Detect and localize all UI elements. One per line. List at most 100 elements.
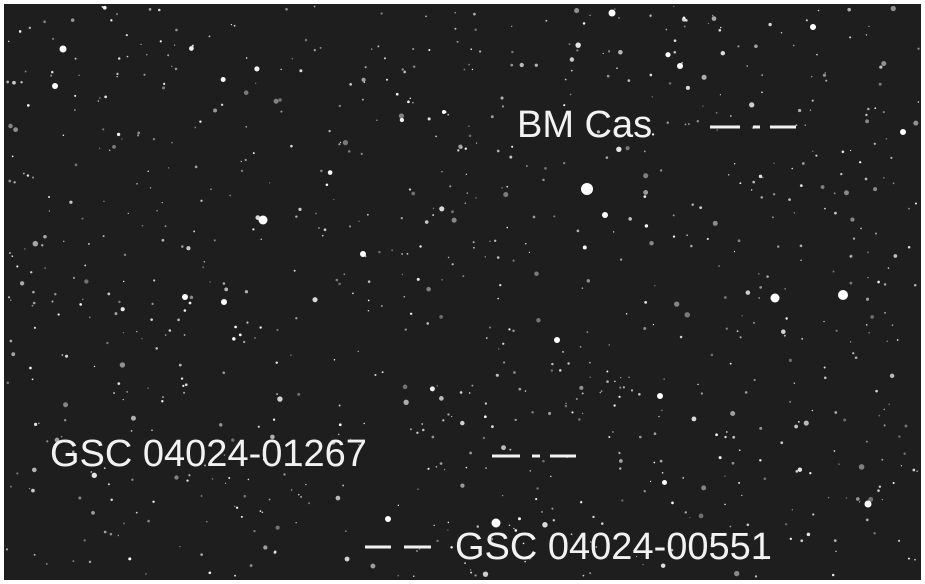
star xyxy=(338,283,341,286)
star xyxy=(788,198,791,201)
star xyxy=(156,210,158,212)
star xyxy=(320,47,322,49)
star xyxy=(835,551,836,552)
star xyxy=(136,331,137,332)
star xyxy=(865,119,869,123)
star xyxy=(520,63,524,67)
star xyxy=(499,284,501,286)
star xyxy=(812,513,814,515)
star xyxy=(13,127,18,132)
star xyxy=(252,228,254,230)
star xyxy=(214,239,216,241)
star xyxy=(374,374,376,376)
star xyxy=(34,423,37,426)
star xyxy=(755,575,757,577)
star xyxy=(78,497,81,500)
star xyxy=(118,301,121,304)
star xyxy=(124,254,126,256)
star xyxy=(850,255,853,258)
star xyxy=(447,114,449,116)
star xyxy=(49,210,50,211)
star xyxy=(780,441,783,444)
star xyxy=(865,178,868,181)
star xyxy=(628,377,629,378)
star xyxy=(708,23,709,24)
star xyxy=(474,28,477,31)
star xyxy=(162,396,164,398)
star xyxy=(140,44,141,45)
star xyxy=(562,351,564,353)
star xyxy=(879,66,882,69)
star xyxy=(195,166,198,169)
star xyxy=(104,531,107,534)
star xyxy=(314,49,316,51)
star-label: GSC 04024-00551 xyxy=(455,526,772,568)
star xyxy=(65,355,68,358)
star xyxy=(72,560,74,562)
star xyxy=(360,251,366,257)
star xyxy=(497,256,500,259)
star xyxy=(400,118,404,122)
star xyxy=(221,299,227,305)
star xyxy=(811,76,813,78)
star xyxy=(339,405,341,407)
star xyxy=(662,472,664,474)
star xyxy=(502,495,503,496)
star xyxy=(209,281,210,282)
star xyxy=(884,283,887,286)
star xyxy=(234,25,236,27)
star xyxy=(305,484,306,485)
star xyxy=(343,140,348,145)
star xyxy=(112,145,116,149)
star xyxy=(435,135,437,137)
star xyxy=(469,134,472,137)
star xyxy=(606,371,608,373)
star xyxy=(410,313,412,315)
star xyxy=(761,74,762,75)
star xyxy=(29,27,31,29)
star xyxy=(485,402,487,404)
star xyxy=(526,165,527,166)
star xyxy=(870,315,874,319)
star xyxy=(761,92,763,94)
star xyxy=(88,243,90,245)
star xyxy=(219,423,222,426)
star xyxy=(850,341,851,342)
star xyxy=(253,530,255,532)
star xyxy=(470,572,472,574)
star xyxy=(468,64,470,66)
star xyxy=(386,79,388,81)
star xyxy=(800,184,803,187)
star xyxy=(809,472,811,474)
star xyxy=(452,263,454,265)
star xyxy=(589,362,591,364)
star xyxy=(536,318,540,322)
star xyxy=(121,138,122,139)
star xyxy=(403,385,408,390)
star xyxy=(613,404,615,406)
star xyxy=(147,387,149,389)
star xyxy=(894,254,898,258)
star xyxy=(391,249,393,251)
star xyxy=(745,391,748,394)
star xyxy=(680,336,683,339)
star xyxy=(32,305,34,307)
star xyxy=(116,73,118,75)
star xyxy=(200,200,202,202)
star xyxy=(649,241,653,245)
star xyxy=(74,95,76,97)
star xyxy=(874,107,876,109)
star xyxy=(254,337,255,338)
star xyxy=(501,445,506,450)
star xyxy=(559,369,562,372)
star xyxy=(412,48,414,50)
star xyxy=(280,111,282,113)
star xyxy=(450,546,452,548)
star xyxy=(79,303,82,306)
star xyxy=(835,330,837,332)
star xyxy=(834,450,836,452)
star xyxy=(152,501,154,503)
star xyxy=(859,501,860,502)
star xyxy=(734,571,739,576)
star xyxy=(75,58,77,60)
